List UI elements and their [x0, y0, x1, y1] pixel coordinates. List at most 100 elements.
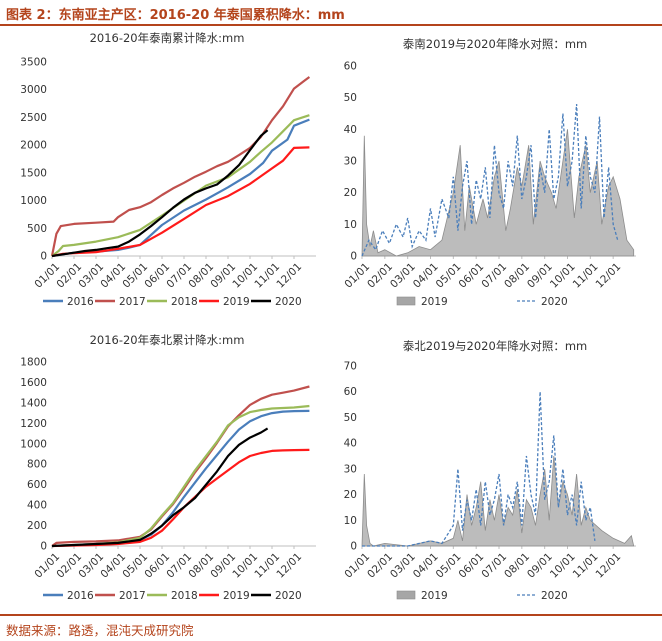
- series-line-2020: [51, 427, 269, 548]
- chart-title: 2016-20年泰北累计降水:mm: [90, 333, 245, 347]
- x-tick-label: 04/01: [411, 551, 441, 581]
- north-cumulative-chart: 2016-20年泰北累计降水:mm 0 200 400 600 800 1000 1200 14…: [20, 333, 316, 602]
- legend-label: 2017: [119, 296, 146, 308]
- x-tick-label: 10/01: [548, 261, 578, 291]
- legend-label: 2019: [421, 590, 448, 602]
- x-tick-label: 07/01: [479, 551, 509, 581]
- series-line-2017: [50, 76, 311, 257]
- legend-item-2017: 2017: [95, 590, 146, 602]
- legend-item-2020: 2020: [517, 296, 568, 308]
- legend-item-2016: 2016: [43, 590, 94, 602]
- y-tick-label: 40: [344, 438, 357, 450]
- legend-label: 2019: [223, 296, 250, 308]
- bottom-rule: [0, 614, 662, 616]
- x-tick-label: 11/01: [571, 261, 601, 291]
- x-tick-label: 07/01: [479, 261, 509, 291]
- figure-title: 图表 2：东南亚主产区：2016-20 年泰国累积降水：mm: [6, 8, 345, 23]
- legend-item-2019: 2019: [199, 590, 250, 602]
- y-tick-label: 40: [344, 124, 357, 136]
- y-tick-label: 0: [40, 251, 47, 263]
- x-tick-label: 11/01: [571, 551, 601, 581]
- x-tick-label: 12/01: [593, 551, 623, 581]
- legend-label: 2018: [171, 590, 198, 602]
- x-tick-label: 02/01: [365, 261, 395, 291]
- legend-label: 2019: [223, 590, 250, 602]
- series-line-2017: [51, 385, 310, 547]
- x-tick-label: 12/01: [274, 551, 304, 581]
- chart-title: 泰北2019与2020年降水对照：mm: [403, 339, 587, 353]
- series-line-2020: [362, 391, 596, 547]
- y-tick-label: 3000: [20, 84, 47, 96]
- y-tick-label: 1000: [20, 195, 47, 207]
- y-tick-label: 800: [27, 459, 47, 471]
- y-tick-label: 50: [344, 92, 357, 104]
- y-tick-label: 30: [344, 156, 357, 168]
- x-tick-label: 02/01: [365, 551, 395, 581]
- y-tick-label: 30: [344, 463, 357, 475]
- x-tick-label: 09/01: [525, 551, 555, 581]
- series-area-2019: [361, 455, 635, 547]
- x-tick-label: 03/01: [388, 551, 418, 581]
- legend-swatch: [396, 296, 416, 306]
- x-tick-label: 05/01: [434, 551, 464, 581]
- series-line-2020: [361, 103, 619, 257]
- x-tick-label: 01/01: [342, 261, 372, 291]
- y-tick-label: 50: [344, 412, 357, 424]
- x-tick-label: 06/01: [456, 551, 486, 581]
- chart-title: 泰南2019与2020年降水对照：mm: [403, 37, 587, 51]
- legend-item-2020: 2020: [251, 590, 302, 602]
- legend-label: 2020: [541, 296, 568, 308]
- legend-label: 2020: [275, 590, 302, 602]
- x-tick-label: 05/01: [434, 261, 464, 291]
- x-tick-label: 12/01: [274, 261, 304, 291]
- series-line-2020: [51, 129, 269, 258]
- x-tick-label: 12/01: [593, 261, 623, 291]
- x-tick-label: 06/01: [456, 261, 486, 291]
- legend-item-2017: 2017: [95, 296, 146, 308]
- y-tick-label: 60: [344, 386, 357, 398]
- y-tick-label: 1800: [20, 357, 47, 369]
- y-tick-label: 0: [350, 251, 357, 263]
- south-cumulative-chart: 2016-20年泰南累计降水:mm 0 500 1000 1500 2000 2500 300…: [20, 31, 316, 308]
- y-tick-label: 400: [27, 500, 47, 512]
- chart-title: 2016-20年泰南累计降水:mm: [90, 31, 245, 45]
- y-tick-label: 20: [344, 187, 357, 199]
- series-line-2018: [51, 404, 310, 548]
- y-tick-label: 2000: [20, 140, 47, 152]
- legend-label: 2016: [67, 296, 94, 308]
- y-tick-label: 1500: [20, 167, 47, 179]
- legend-label: 2016: [67, 590, 94, 602]
- source-note: 数据来源：路透，混沌天成研究院: [6, 623, 194, 638]
- series-line-2019: [51, 146, 310, 258]
- legend-item-2020: 2020: [251, 296, 302, 308]
- y-tick-label: 2500: [20, 112, 47, 124]
- y-tick-label: 60: [344, 61, 357, 73]
- x-tick-label: 01/01: [342, 551, 372, 581]
- legend-item-2019: 2019: [396, 296, 448, 308]
- north-compare-chart: 泰北2019与2020年降水对照：mm01020304050607001/010…: [342, 339, 636, 602]
- legend-item-2016: 2016: [43, 296, 94, 308]
- y-tick-label: 0: [40, 541, 47, 553]
- south-compare-chart: 泰南2019与2020年降水对照：mm 0 10 20 30 40 50 60 01/0102/…: [342, 37, 636, 308]
- y-tick-label: 0: [350, 541, 357, 553]
- y-tick-label: 10: [344, 515, 357, 527]
- y-tick-label: 20: [344, 489, 357, 501]
- legend-item-2018: 2018: [147, 590, 198, 602]
- x-tick-label: 03/01: [388, 261, 418, 291]
- legend-label: 2020: [275, 296, 302, 308]
- legend-item-2018: 2018: [147, 296, 198, 308]
- legend-label: 2018: [171, 296, 198, 308]
- legend-label: 2017: [119, 590, 146, 602]
- x-tick-label: 08/01: [502, 261, 532, 291]
- y-tick-label: 1400: [20, 397, 47, 409]
- x-tick-label: 09/01: [525, 261, 555, 291]
- legend-label: 2020: [541, 590, 568, 602]
- y-tick-label: 10: [344, 219, 357, 231]
- legend-label: 2019: [421, 296, 448, 308]
- y-tick-label: 500: [27, 223, 47, 235]
- series-line-2016: [51, 118, 310, 258]
- y-tick-label: 1200: [20, 418, 47, 430]
- y-tick-label: 3500: [20, 57, 47, 69]
- x-tick-label: 08/01: [502, 551, 532, 581]
- legend-item-2019: 2019: [199, 296, 250, 308]
